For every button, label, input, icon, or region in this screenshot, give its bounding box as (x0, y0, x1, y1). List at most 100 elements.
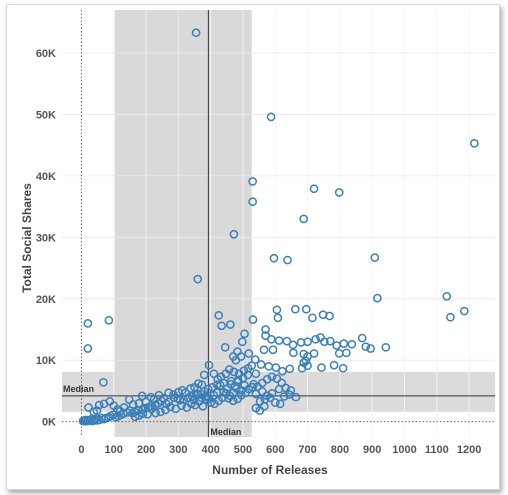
data-point (84, 403, 93, 412)
y-median-label: Median (63, 384, 94, 394)
data-point (199, 370, 209, 380)
x-axis-title: Number of Releases (212, 463, 328, 477)
data-point (311, 334, 321, 344)
data-point (271, 363, 281, 372)
data-point (92, 406, 102, 415)
data-point (325, 336, 335, 346)
data-point (229, 367, 239, 377)
data-point (134, 411, 144, 420)
x-tick-label: 800 (331, 444, 349, 456)
data-point (259, 345, 269, 355)
data-point (272, 374, 282, 383)
data-point (212, 380, 222, 390)
data-point (83, 318, 93, 328)
data-point (262, 374, 272, 384)
y-tick-label: 40K (36, 171, 56, 183)
data-point (248, 197, 257, 207)
data-point (220, 342, 230, 352)
data-point (299, 214, 309, 224)
data-point (279, 392, 289, 401)
data-point (261, 325, 270, 334)
data-point (366, 344, 375, 353)
data-point (210, 399, 219, 409)
data-point (247, 361, 257, 371)
data-point (370, 253, 380, 262)
data-point (275, 399, 285, 409)
data-point (285, 364, 295, 374)
data-point (259, 401, 269, 411)
data-point (99, 377, 108, 387)
data-points (78, 28, 479, 426)
x-tick-label: 700 (298, 444, 316, 456)
data-point (171, 404, 181, 414)
data-point (236, 390, 246, 400)
data-point (215, 381, 225, 390)
y-tick-label: 30K (36, 232, 56, 244)
data-point (373, 293, 382, 303)
data-point (137, 391, 147, 401)
data-point (255, 406, 265, 415)
x-tick-label: 200 (137, 444, 155, 456)
y-axis-title: Total Social Shares (20, 183, 34, 293)
data-point (338, 363, 348, 373)
data-point (94, 400, 104, 410)
data-point (320, 337, 329, 347)
data-point (189, 395, 199, 405)
data-point (301, 356, 311, 366)
data-point (248, 315, 258, 325)
data-point (240, 329, 249, 339)
data-point (282, 336, 292, 346)
x-tick-label: 300 (169, 444, 187, 456)
data-point (190, 400, 200, 410)
y-tick-label: 50K (36, 109, 56, 121)
x-tick-label: 100 (105, 444, 123, 456)
data-point (217, 321, 226, 331)
x-tick-label: 600 (266, 444, 284, 456)
data-point (214, 311, 224, 320)
data-point (225, 365, 234, 374)
data-point (317, 363, 326, 372)
data-point (347, 339, 357, 349)
data-point (248, 382, 257, 392)
data-point (159, 393, 169, 403)
data-point (164, 388, 173, 398)
data-point (272, 305, 282, 315)
data-point (212, 388, 222, 398)
data-point (239, 366, 249, 375)
data-point (286, 385, 296, 395)
data-point (329, 360, 339, 370)
x-tick-label: 900 (363, 444, 381, 456)
data-point (309, 349, 319, 358)
y-tick-label: 60K (36, 48, 56, 60)
data-point (291, 392, 301, 402)
data-point (161, 405, 170, 415)
data-point (289, 348, 298, 358)
data-point (104, 315, 114, 325)
data-point (141, 397, 151, 407)
data-point (278, 366, 287, 376)
data-point (207, 382, 217, 392)
data-point (186, 384, 195, 393)
data-point (269, 253, 279, 263)
data-point (301, 304, 311, 314)
reference-lines: Median Median (62, 10, 495, 437)
data-point (229, 229, 239, 239)
data-point (334, 188, 344, 197)
data-point (119, 403, 129, 412)
data-point (83, 344, 93, 353)
data-point (255, 397, 265, 406)
data-point (361, 342, 371, 352)
data-point (197, 380, 207, 390)
gridlines (62, 10, 495, 437)
data-point (256, 360, 266, 369)
x-tick-label: 400 (201, 444, 219, 456)
data-point (204, 360, 214, 370)
data-point (459, 306, 469, 316)
data-point (266, 112, 276, 122)
y-tick-label: 10K (36, 355, 56, 367)
data-point (250, 355, 260, 364)
x-median-label: Median (210, 427, 241, 437)
data-point (191, 28, 201, 38)
data-point (251, 369, 261, 379)
data-point (143, 409, 152, 419)
